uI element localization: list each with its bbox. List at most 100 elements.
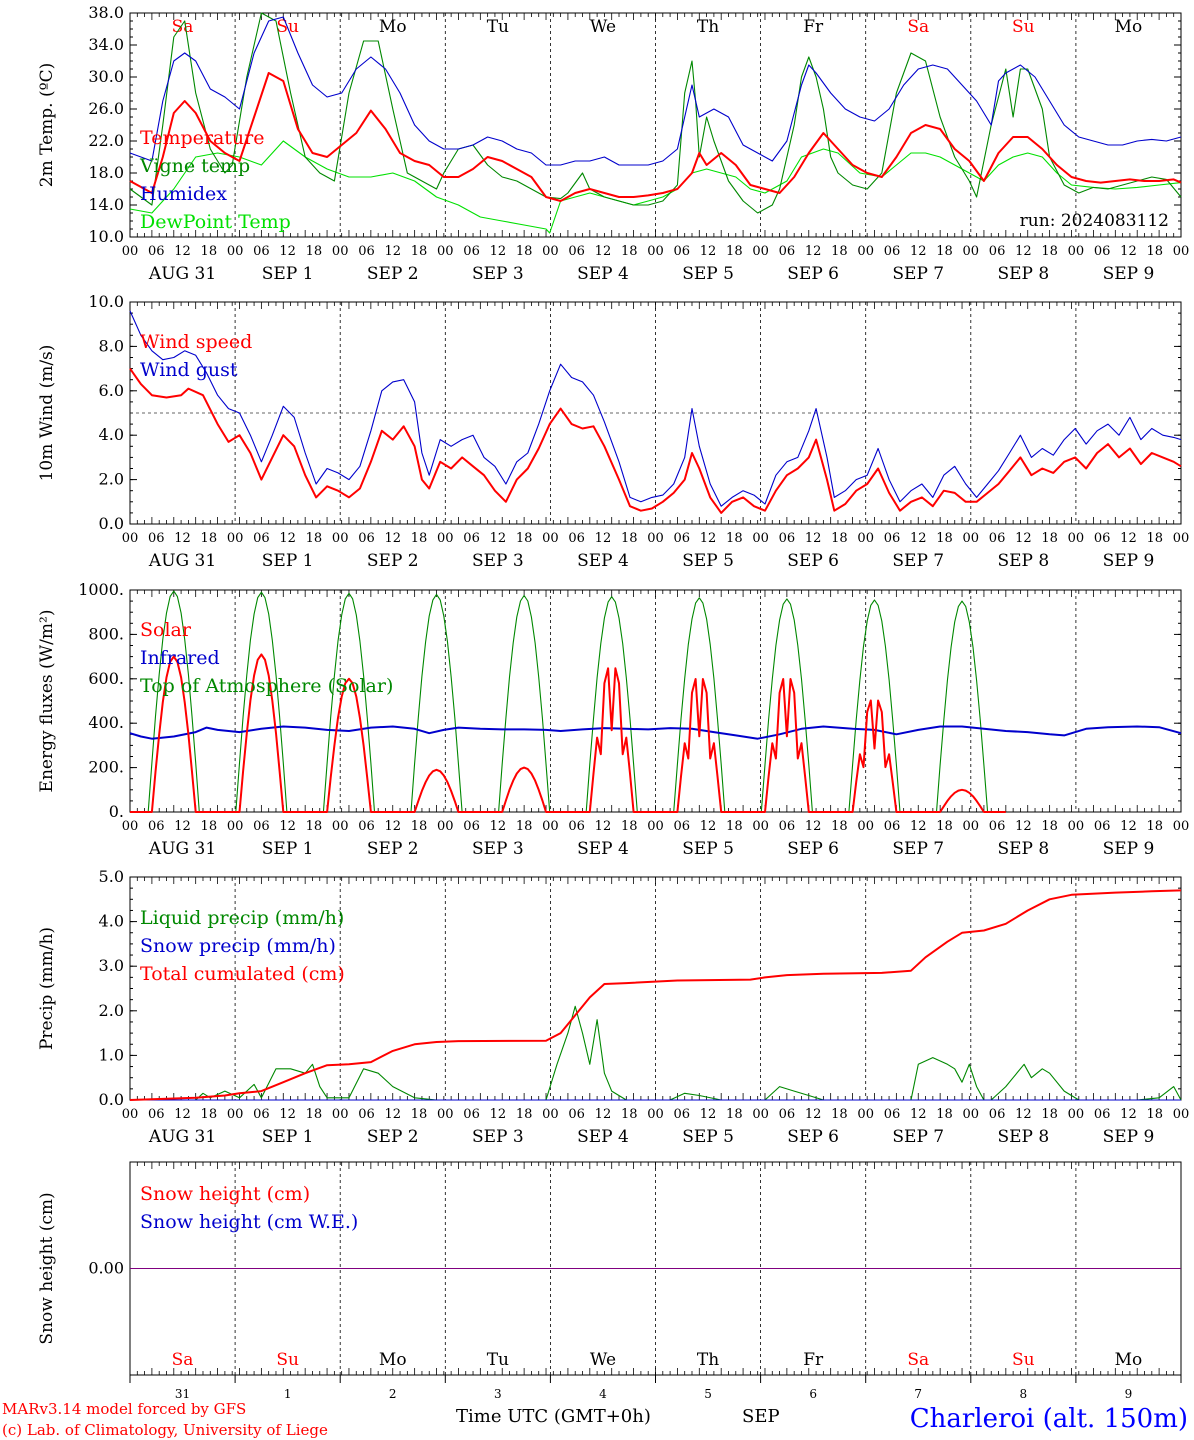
x-tick-label: 12 <box>1120 244 1137 259</box>
x-tick-label: 18 <box>936 531 953 546</box>
x-tick-label: 06 <box>568 244 585 259</box>
day-number: 6 <box>809 1387 817 1401</box>
x-date-label: SEP 4 <box>577 551 629 571</box>
x-tick-label: 00 <box>1068 819 1085 834</box>
y-tick-label: 600. <box>88 669 124 688</box>
legend-item: Total cumulated (cm) <box>140 963 345 985</box>
x-tick-label: 00 <box>227 1107 244 1122</box>
x-tick-label: 06 <box>568 1107 585 1122</box>
x-tick-label: 00 <box>542 1107 559 1122</box>
x-tick-label: 00 <box>1173 244 1190 259</box>
legend-item: Wind speed <box>140 331 252 353</box>
x-tick-label: 00 <box>1068 1107 1085 1122</box>
legend-item: Solar <box>140 619 192 641</box>
x-tick-label: 06 <box>358 531 375 546</box>
day-name: Mo <box>1115 1350 1143 1370</box>
x-tick-label: 06 <box>779 531 796 546</box>
x-tick-label: 06 <box>148 1107 165 1122</box>
day-name: Su <box>1012 1350 1035 1370</box>
x-date-label: SEP 3 <box>472 551 524 571</box>
x-date-label: AUG 31 <box>148 839 216 859</box>
y-tick-label: 10.0 <box>88 227 124 246</box>
x-tick-label: 06 <box>779 819 796 834</box>
x-date-label: SEP 8 <box>997 551 1049 571</box>
day-name: Th <box>697 17 719 37</box>
x-tick-label: 06 <box>148 244 165 259</box>
x-tick-label: 06 <box>989 1107 1006 1122</box>
legend-item: Liquid precip (mm/h) <box>140 907 344 929</box>
x-date-label: SEP 1 <box>262 264 314 284</box>
x-tick-label: 12 <box>1120 819 1137 834</box>
x-tick-label: 00 <box>122 819 139 834</box>
footer: MARv3.14 model forced by GFS (c) Lab. of … <box>2 1400 1188 1439</box>
day-number: 5 <box>704 1387 712 1401</box>
x-tick-label: 00 <box>752 531 769 546</box>
x-date-label: AUG 31 <box>148 551 216 571</box>
x-tick-label: 06 <box>884 1107 901 1122</box>
x-date-label: SEP 2 <box>367 551 419 571</box>
x-tick-label: 00 <box>963 531 980 546</box>
y-axis-title: 10m Wind (m/s) <box>37 345 57 482</box>
x-tick-label: 12 <box>490 531 507 546</box>
x-tick-label: 00 <box>1068 244 1085 259</box>
lab-credit: (c) Lab. of Climatology, University of L… <box>2 1421 328 1439</box>
x-tick-label: 12 <box>700 1107 717 1122</box>
x-tick-label: 00 <box>437 244 454 259</box>
x-date-label: AUG 31 <box>148 264 216 284</box>
x-tick-label: 18 <box>831 819 848 834</box>
x-tick-label: 06 <box>148 531 165 546</box>
x-tick-label: 00 <box>227 819 244 834</box>
y-tick-label: 400. <box>88 713 124 732</box>
x-tick-label: 00 <box>857 1107 874 1122</box>
x-date-label: SEP 2 <box>367 264 419 284</box>
x-tick-label: 00 <box>122 1107 139 1122</box>
x-tick-label: 00 <box>1173 531 1190 546</box>
x-tick-label: 00 <box>542 531 559 546</box>
x-tick-label: 12 <box>910 1107 927 1122</box>
month-label: SEP <box>742 1406 780 1427</box>
x-tick-label: 18 <box>621 244 638 259</box>
x-tick-label: 00 <box>227 531 244 546</box>
x-tick-label: 06 <box>568 819 585 834</box>
x-tick-label: 06 <box>674 819 691 834</box>
day-name: Tu <box>487 17 509 37</box>
x-tick-label: 06 <box>358 819 375 834</box>
x-date-label: SEP 6 <box>787 551 839 571</box>
x-tick-label: 18 <box>411 819 428 834</box>
x-tick-label: 12 <box>595 531 612 546</box>
x-tick-label: 12 <box>1120 1107 1137 1122</box>
y-tick-label: 1000. <box>78 580 124 599</box>
x-tick-label: 12 <box>805 244 822 259</box>
x-tick-label: 18 <box>1146 531 1163 546</box>
x-tick-label: 12 <box>1120 531 1137 546</box>
x-tick-label: 00 <box>647 1107 664 1122</box>
x-tick-label: 18 <box>1041 819 1058 834</box>
x-tick-label: 06 <box>463 244 480 259</box>
day-name: Sa <box>172 17 194 37</box>
series-line-wind-speed <box>129 368 1182 514</box>
day-number: 9 <box>1125 1387 1133 1401</box>
day-name: Th <box>697 1350 719 1370</box>
day-number: 2 <box>389 1387 397 1401</box>
day-name: Sa <box>907 1350 929 1370</box>
x-tick-label: 12 <box>700 244 717 259</box>
y-tick-label: 8.0 <box>99 336 124 355</box>
x-tick-label: 12 <box>595 819 612 834</box>
y-tick-label: 0.0 <box>99 1090 124 1109</box>
x-tick-label: 00 <box>857 244 874 259</box>
x-tick-label: 18 <box>1041 531 1058 546</box>
x-tick-label: 06 <box>884 244 901 259</box>
x-tick-label: 06 <box>463 1107 480 1122</box>
y-tick-label: 6.0 <box>99 381 124 400</box>
x-tick-label: 18 <box>1146 244 1163 259</box>
x-tick-label: 00 <box>437 819 454 834</box>
day-name: Fr <box>803 1350 824 1370</box>
legend-item: Snow precip (mm/h) <box>140 935 336 957</box>
y-tick-label: 14.0 <box>88 195 124 214</box>
x-tick-label: 06 <box>674 531 691 546</box>
x-tick-label: 12 <box>384 531 401 546</box>
x-tick-label: 00 <box>437 1107 454 1122</box>
y-tick-label: 34.0 <box>88 35 124 54</box>
x-tick-label: 06 <box>989 244 1006 259</box>
x-tick-label: 12 <box>174 531 191 546</box>
